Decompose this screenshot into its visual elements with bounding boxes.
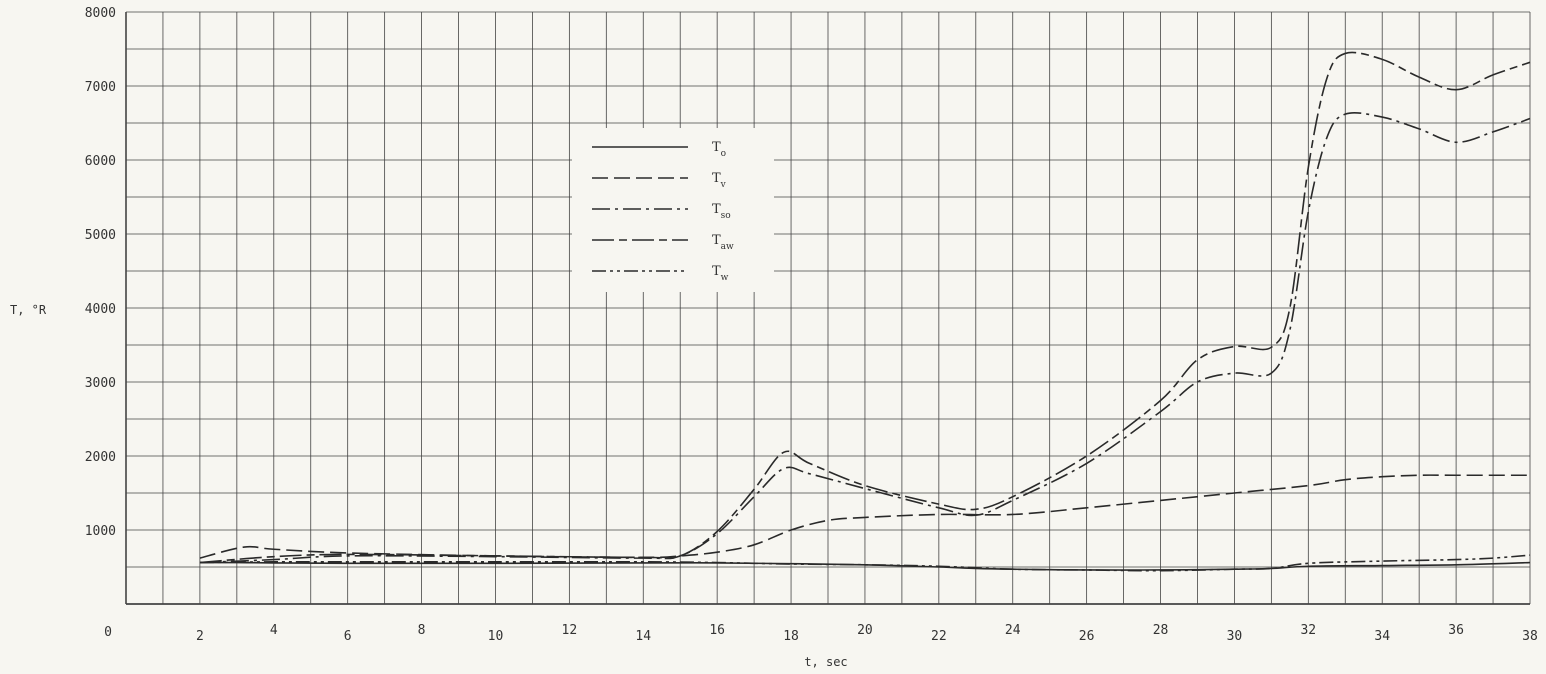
x-tick-label: 14 (635, 629, 651, 644)
series-line-tso (199, 111, 1531, 564)
x-tick-label: 30 (1227, 629, 1243, 644)
x-tick-label: 10 (488, 629, 504, 644)
y-tick-label: 5000 (85, 228, 116, 243)
legend: To Tv Tso Taw Tw (572, 128, 774, 292)
x-tick-label: 38 (1522, 629, 1538, 644)
legend-box (572, 128, 774, 292)
series-lines (199, 51, 1531, 572)
x-tick-label: 12 (562, 623, 578, 638)
x-tick-label: 8 (418, 623, 426, 638)
x-tick-label: 2 (196, 629, 204, 644)
y-tick-label: 2000 (85, 450, 116, 465)
y-axis-label: T, °R (10, 303, 47, 317)
x-tick-label: 36 (1448, 623, 1464, 638)
x-axis-label: t, sec (804, 655, 847, 669)
x-tick-labels: 0 2 4 6 8 10 12 14 16 18 20 22 24 26 28 30 32 34 36 38 (104, 623, 1538, 644)
x-tick-label: 26 (1079, 629, 1095, 644)
legend-label-taw: Taw (712, 233, 734, 252)
y-tick-label: 7000 (85, 80, 116, 95)
x-tick-label: 0 (104, 625, 112, 640)
legend-label-tw: Tw (712, 264, 729, 283)
y-tick-label: 3000 (85, 376, 116, 391)
legend-label-tv: Tv (712, 171, 727, 190)
x-tick-label: 34 (1374, 629, 1390, 644)
legend-label-to: To (712, 140, 726, 159)
series-line-taw (199, 51, 1531, 564)
y-tick-labels: 1000 2000 3000 4000 5000 6000 7000 8000 (85, 6, 116, 539)
grid (125, 11, 1531, 605)
y-tick-label: 1000 (85, 524, 116, 539)
x-tick-label: 20 (857, 623, 873, 638)
x-tick-label: 24 (1005, 623, 1021, 638)
x-tick-label: 28 (1153, 623, 1169, 638)
x-tick-label: 18 (783, 629, 799, 644)
x-tick-label: 6 (344, 629, 352, 644)
y-axis-label-text: T, °R (10, 303, 47, 317)
y-tick-label: 6000 (85, 154, 116, 169)
x-tick-label: 32 (1300, 623, 1316, 638)
x-tick-label: 22 (931, 629, 947, 644)
x-tick-label: 16 (709, 623, 725, 638)
y-tick-label: 4000 (85, 302, 116, 317)
legend-label-tso: Tso (712, 202, 731, 221)
series-line-tw (199, 554, 1531, 572)
y-tick-label: 8000 (85, 6, 116, 21)
x-tick-label: 4 (270, 623, 278, 638)
